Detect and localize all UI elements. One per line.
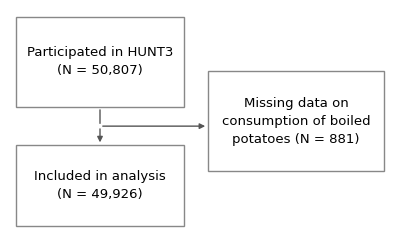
Text: Included in analysis
(N = 49,926): Included in analysis (N = 49,926): [34, 170, 166, 201]
FancyBboxPatch shape: [16, 145, 184, 226]
Text: Missing data on
consumption of boiled
potatoes (N = 881): Missing data on consumption of boiled po…: [222, 97, 370, 146]
FancyBboxPatch shape: [16, 17, 184, 107]
Text: Participated in HUNT3
(N = 50,807): Participated in HUNT3 (N = 50,807): [27, 46, 173, 77]
FancyBboxPatch shape: [208, 71, 384, 171]
